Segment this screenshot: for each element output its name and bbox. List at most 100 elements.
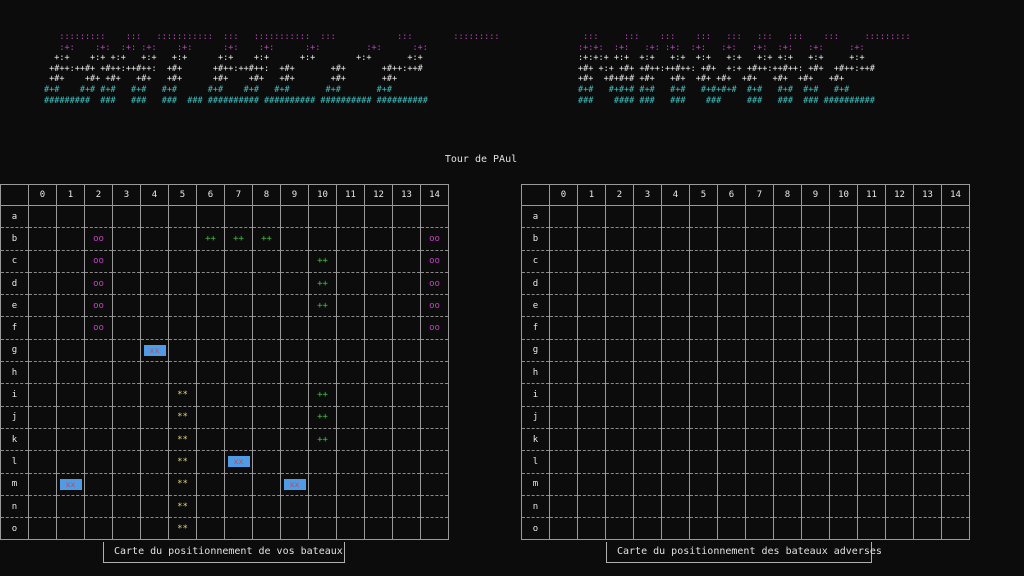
grid-cell[interactable] [112,249,141,273]
grid-cell[interactable] [941,316,970,340]
grid-cell[interactable] [913,316,942,340]
grid-cell[interactable] [773,405,802,429]
grid-cell[interactable] [857,405,886,429]
grid-cell[interactable] [420,450,449,474]
grid-cell[interactable] [801,517,830,541]
grid-cell[interactable] [364,450,393,474]
grid-cell[interactable] [801,427,830,452]
grid-cell[interactable] [28,383,57,407]
grid-cell[interactable] [56,517,85,541]
grid-cell[interactable]: oo [84,316,113,340]
grid-cell[interactable] [420,338,449,363]
grid-cell[interactable] [140,227,169,251]
grid-cell[interactable] [196,472,225,496]
grid-cell[interactable]: xx [280,472,309,496]
grid-cell[interactable] [196,338,225,363]
grid-cell[interactable] [336,427,365,452]
grid-cell[interactable] [661,383,690,407]
grid-cell[interactable] [661,517,690,541]
grid-cell[interactable] [56,494,85,519]
grid-cell[interactable] [885,383,914,407]
grid-cell[interactable] [280,517,309,541]
grid-cell[interactable] [549,249,578,273]
grid-cell[interactable] [140,294,169,318]
grid-cell[interactable] [224,405,253,429]
grid-cell[interactable] [717,450,746,474]
grid-cell[interactable] [112,204,141,229]
grid-cell[interactable] [661,338,690,363]
grid-cell[interactable] [28,361,57,385]
grid-cell[interactable] [717,405,746,429]
grid-cell[interactable] [56,338,85,363]
grid-cell[interactable]: ++ [308,427,337,452]
grid-cell[interactable] [689,427,718,452]
grid-cell[interactable] [633,338,662,363]
grid-cell[interactable] [420,361,449,385]
grid-cell[interactable] [280,271,309,296]
grid-cell[interactable] [196,294,225,318]
grid-cell[interactable]: ++ [196,227,225,251]
grid-cell[interactable]: ++ [308,249,337,273]
grid-cell[interactable] [577,361,606,385]
grid-cell[interactable] [745,517,774,541]
grid-cell[interactable] [913,338,942,363]
grid-cell[interactable] [633,383,662,407]
grid-cell[interactable] [392,427,421,452]
grid-cell[interactable] [392,450,421,474]
grid-cell[interactable] [689,472,718,496]
grid-cell[interactable] [577,427,606,452]
grid-cell[interactable] [112,338,141,363]
grid-cell[interactable] [605,361,634,385]
grid-cell[interactable] [857,316,886,340]
grid-cell[interactable] [801,450,830,474]
grid-cell[interactable] [829,383,858,407]
grid-cell[interactable] [224,338,253,363]
grid-cell[interactable] [633,405,662,429]
grid-cell[interactable] [717,294,746,318]
grid-cell[interactable] [112,405,141,429]
grid-cell[interactable] [913,294,942,318]
grid-cell[interactable] [196,450,225,474]
grid-cell[interactable] [717,494,746,519]
grid-cell[interactable] [913,271,942,296]
grid-cell[interactable] [224,361,253,385]
grid-cell[interactable] [633,427,662,452]
grid-cell[interactable] [829,227,858,251]
grid-cell[interactable] [773,383,802,407]
grid-cell[interactable] [857,494,886,519]
grid-cell[interactable] [364,316,393,340]
grid-cell[interactable] [689,271,718,296]
grid-cell[interactable] [605,249,634,273]
grid-cell[interactable]: ** [168,517,197,541]
grid-cell[interactable] [252,472,281,496]
grid-cell[interactable] [661,271,690,296]
grid-cell[interactable] [56,450,85,474]
grid-cell[interactable] [420,494,449,519]
grid-cell[interactable] [577,383,606,407]
grid-cell[interactable] [829,450,858,474]
grid-cell[interactable] [140,450,169,474]
grid-cell[interactable] [196,316,225,340]
grid-cell[interactable] [773,294,802,318]
grid-cell[interactable] [252,294,281,318]
grid-cell[interactable] [56,427,85,452]
grid-cell[interactable] [549,494,578,519]
grid-cell[interactable] [549,383,578,407]
grid-cell[interactable] [224,271,253,296]
grid-cell[interactable] [56,294,85,318]
grid-cell[interactable] [252,361,281,385]
grid-cell[interactable] [717,517,746,541]
grid-cell[interactable] [605,383,634,407]
grid-cell[interactable]: oo [420,227,449,251]
grid-cell[interactable] [829,271,858,296]
grid-cell[interactable] [941,227,970,251]
grid-cell[interactable] [84,450,113,474]
grid-cell[interactable] [28,494,57,519]
grid-cell[interactable] [745,472,774,496]
grid-cell[interactable] [577,294,606,318]
grid-cell[interactable] [364,361,393,385]
grid-cell[interactable] [689,204,718,229]
grid-cell[interactable] [224,494,253,519]
grid-cell[interactable] [364,249,393,273]
grid-cell[interactable] [941,294,970,318]
